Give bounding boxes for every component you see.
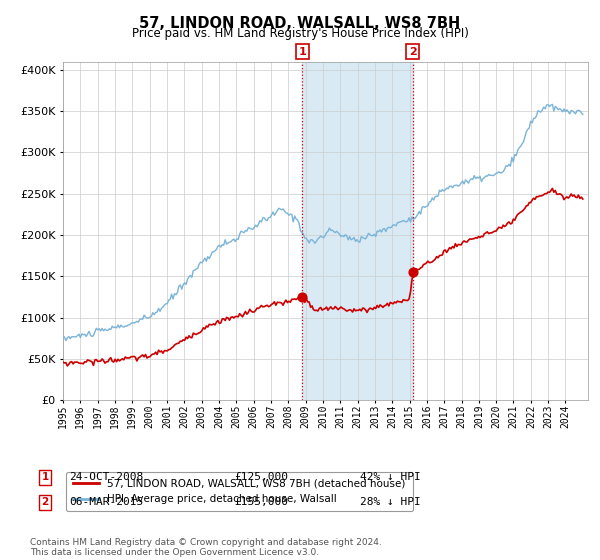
- Text: 2: 2: [409, 46, 416, 57]
- Point: [298, 293, 307, 302]
- Point: [408, 268, 418, 277]
- Legend: 57, LINDON ROAD, WALSALL, WS8 7BH (detached house), HPI: Average price, detached: 57, LINDON ROAD, WALSALL, WS8 7BH (detac…: [65, 472, 413, 511]
- Text: Price paid vs. HM Land Registry's House Price Index (HPI): Price paid vs. HM Land Registry's House …: [131, 27, 469, 40]
- Text: 42% ↓ HPI: 42% ↓ HPI: [360, 472, 421, 482]
- Text: 57, LINDON ROAD, WALSALL, WS8 7BH: 57, LINDON ROAD, WALSALL, WS8 7BH: [139, 16, 461, 31]
- Text: 1: 1: [41, 472, 49, 482]
- Text: Contains HM Land Registry data © Crown copyright and database right 2024.
This d: Contains HM Land Registry data © Crown c…: [30, 538, 382, 557]
- Text: 28% ↓ HPI: 28% ↓ HPI: [360, 497, 421, 507]
- Text: 24-OCT-2008: 24-OCT-2008: [69, 472, 143, 482]
- Text: £155,000: £155,000: [234, 497, 288, 507]
- Text: 2: 2: [41, 497, 49, 507]
- Text: £125,000: £125,000: [234, 472, 288, 482]
- Bar: [302, 62, 413, 400]
- Text: 1: 1: [298, 46, 306, 57]
- Text: 06-MAR-2015: 06-MAR-2015: [69, 497, 143, 507]
